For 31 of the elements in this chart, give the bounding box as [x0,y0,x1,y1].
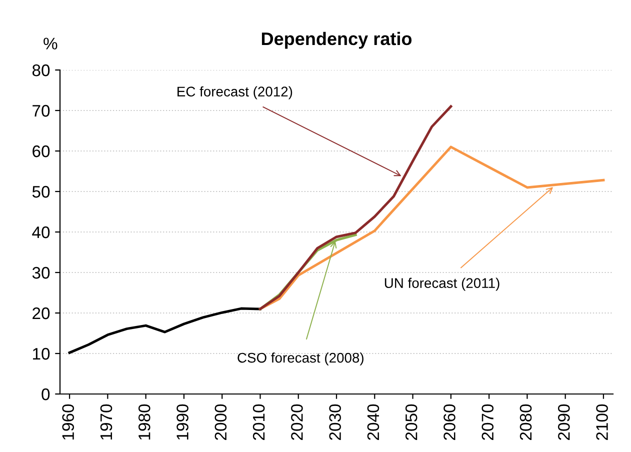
y-tick-label: 50 [32,186,50,198]
x-tick-label: 1990 [176,404,188,440]
x-tick-label: 2020 [291,404,303,440]
x-tick-label: 2060 [444,404,456,440]
x-tick-label: 2050 [405,404,418,440]
line-series [258,146,605,310]
x-tick-label: 2040 [367,404,380,440]
x-tick-label: 1980 [138,404,150,440]
x-tick-label: 2010 [252,404,265,440]
x-tick-label: 2090 [558,404,570,440]
y-tick-label: 70 [32,104,50,117]
x-tick-label: 1970 [100,404,112,440]
annotation: CSO forecast (2008) [238,352,364,366]
x-tick-label: 1960 [62,404,74,440]
annotation: EC forecast (2012) [178,86,292,100]
y-tick-label: 0 [42,388,50,400]
y-tick-label: 30 [32,266,50,279]
annotation: UN forecast (2011) [384,278,500,291]
x-tick-label: 2070 [482,404,494,440]
x-tick-label: 2100 [596,404,608,440]
x-tick-label: 2030 [329,404,341,440]
y-tick-label: 20 [32,307,50,320]
y-tick-label: 80 [32,64,50,76]
y-tick-label: 40 [32,226,50,238]
y-tick-label: 60 [32,145,50,158]
x-tick-label: 2000 [214,404,227,440]
chart-title: Dependency ratio [262,32,412,49]
y-axis-title: % [44,38,58,50]
x-tick-label: 2080 [520,404,532,440]
line-series [68,307,262,354]
y-tick-label: 10 [33,348,50,360]
